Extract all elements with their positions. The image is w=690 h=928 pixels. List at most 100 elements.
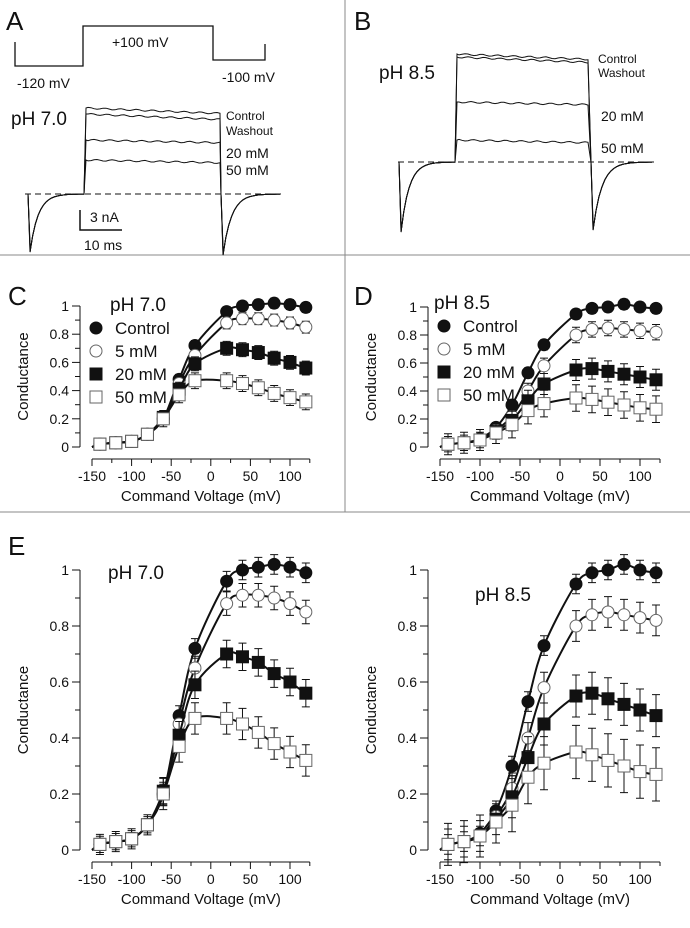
series-open-square	[439, 724, 663, 866]
data-point	[299, 686, 313, 700]
trace-label-control: Control	[598, 52, 637, 66]
data-point	[437, 365, 451, 379]
current-trace	[27, 158, 280, 256]
series-50-mm	[439, 384, 663, 456]
data-point	[220, 574, 234, 588]
y-tick-label: 0.2	[50, 786, 70, 802]
data-point	[521, 366, 535, 380]
scale-current-label: 3 nA	[90, 209, 119, 225]
hold-voltage-label: -120 mV	[17, 75, 71, 91]
data-point	[299, 395, 313, 409]
x-tick-label: -150	[78, 871, 106, 887]
series-50-mm	[91, 372, 313, 451]
fit-curve	[91, 563, 311, 851]
data-point	[172, 739, 186, 753]
x-tick-label: 0	[556, 871, 564, 887]
data-point	[220, 316, 234, 330]
data-point	[601, 364, 615, 378]
data-point	[235, 650, 249, 664]
data-point	[537, 338, 551, 352]
conductance-charts: 0 0.2 0.4 0.6 0.8 1 Conductance -150 -100 -50 0 50 1…	[15, 293, 663, 908]
x-tick-label: 50	[592, 871, 608, 887]
data-point	[188, 374, 202, 388]
data-point	[585, 301, 599, 315]
panel-letter-c: C	[8, 281, 27, 311]
y-tick-label: 0.4	[50, 730, 70, 746]
x-tick-label: 50	[243, 871, 259, 887]
data-point	[299, 361, 313, 375]
x-tick-label: -150	[426, 468, 454, 484]
data-point	[537, 681, 551, 695]
data-point	[235, 588, 249, 602]
y-tick-label: 0.8	[398, 618, 418, 634]
data-point	[601, 395, 615, 409]
data-point	[633, 324, 647, 338]
y-tick-label: 0.4	[398, 383, 418, 399]
legend-label: 50 mM	[463, 386, 515, 405]
data-point	[537, 717, 551, 731]
trace-label-control: Control	[226, 109, 265, 123]
data-point	[235, 299, 249, 313]
y-axis-label: Conductance	[15, 332, 32, 420]
chart-c: 0 0.2 0.4 0.6 0.8 1 Conductance -150 -100 -50 0 50 1…	[15, 295, 313, 505]
scale-time-label: 10 ms	[84, 237, 122, 253]
data-point	[585, 322, 599, 336]
panel-letter-a: A	[6, 6, 24, 36]
data-point	[633, 563, 647, 577]
data-point	[89, 367, 103, 381]
data-point	[220, 711, 234, 725]
trace-label-washout: Washout	[598, 66, 646, 80]
chart-title: pH 8.5	[475, 585, 531, 606]
legend: Control 5 mM 20 mM 50 mM	[437, 317, 518, 405]
chart-title: pH 7.0	[108, 563, 164, 584]
data-point	[251, 346, 265, 360]
data-point	[457, 835, 471, 849]
data-point	[283, 391, 297, 405]
data-point	[267, 313, 281, 327]
x-axis-label: Command Voltage (mV)	[121, 488, 281, 505]
data-point	[505, 798, 519, 812]
data-point	[93, 837, 107, 851]
data-point	[633, 370, 647, 384]
y-tick-label: 0	[61, 842, 69, 858]
data-point	[441, 437, 455, 451]
x-tick-label: 50	[592, 468, 608, 484]
data-point	[220, 305, 234, 319]
legend-label: Control	[463, 317, 518, 336]
series-open-square	[91, 702, 313, 855]
data-point	[649, 325, 663, 339]
current-traces-b	[398, 53, 652, 233]
data-point	[569, 328, 583, 342]
data-point	[633, 765, 647, 779]
ph-label: pH 7.0	[11, 109, 67, 130]
data-point	[585, 686, 599, 700]
data-point	[220, 341, 234, 355]
legend-label: 20 mM	[115, 365, 167, 384]
chart-title: pH 8.5	[434, 293, 490, 314]
data-point	[89, 344, 103, 358]
data-point	[188, 357, 202, 371]
x-tick-label: -50	[510, 468, 530, 484]
data-point	[267, 591, 281, 605]
x-axis-label: Command Voltage (mV)	[470, 488, 630, 505]
scale-bar	[79, 210, 122, 231]
data-point	[299, 320, 313, 334]
data-point	[457, 436, 471, 450]
x-tick-label: 0	[556, 468, 564, 484]
x-tick-label: 100	[278, 468, 302, 484]
x-tick-label: 0	[207, 871, 215, 887]
x-tick-label: 50	[243, 468, 259, 484]
data-point	[235, 563, 249, 577]
data-point	[537, 639, 551, 653]
data-point	[89, 321, 103, 335]
data-point	[633, 300, 647, 314]
data-point	[601, 605, 615, 619]
y-tick-label: 0.6	[398, 674, 418, 690]
trace-label-20mm: 20 mM	[226, 145, 269, 161]
x-tick-label: -100	[118, 871, 146, 887]
data-point	[437, 388, 451, 402]
panel-a: A +100 mV -120 mV -100 mV pH 7.0 Control…	[6, 6, 282, 256]
data-point	[473, 433, 487, 447]
data-point	[251, 560, 265, 574]
data-point	[505, 418, 519, 432]
